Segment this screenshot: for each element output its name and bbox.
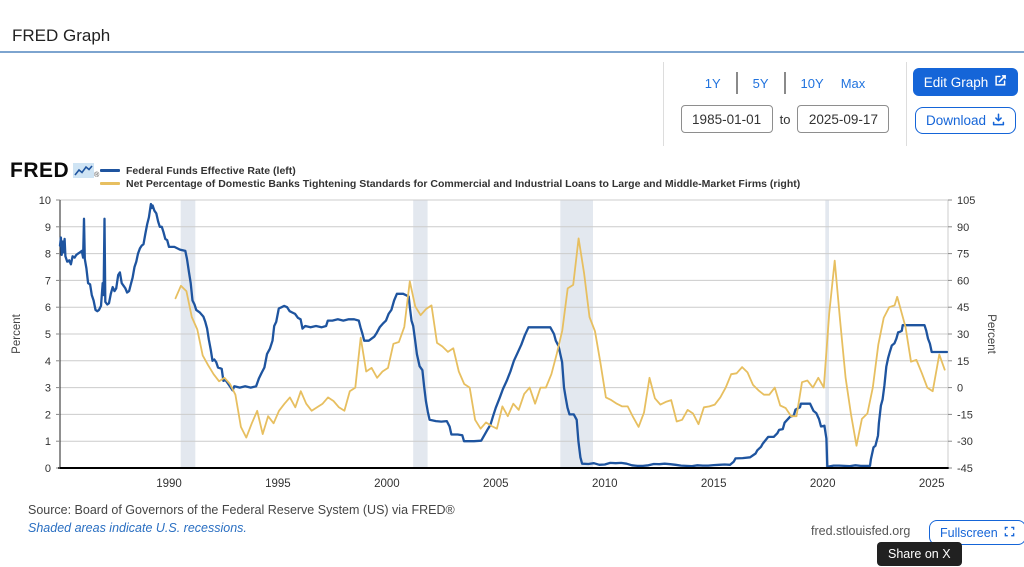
left-tick-label: 10	[39, 195, 51, 207]
left-axis-title: Percent	[11, 314, 23, 354]
x-tick-label: 1995	[265, 478, 291, 490]
edit-graph-label: Edit Graph	[923, 74, 989, 90]
site-label: fred.stlouisfed.org	[811, 524, 911, 538]
x-tick-label: 2010	[592, 478, 618, 490]
right-axis-title: Percent	[985, 314, 997, 354]
fred-logo-text: FRED	[10, 159, 70, 182]
registered-mark: ®	[94, 172, 100, 179]
legend-item: Net Percentage of Domestic Banks Tighten…	[100, 177, 800, 190]
left-tick-label: 1	[45, 436, 51, 448]
range-separator	[735, 72, 738, 94]
download-label: Download	[925, 113, 987, 128]
right-tick-label: 90	[957, 222, 969, 234]
right-tick-label: 0	[957, 383, 963, 395]
graph-actions: Edit Graph Download	[907, 62, 1024, 146]
edit-graph-button[interactable]: Edit Graph	[912, 68, 1019, 96]
fred-logo[interactable]: FRED ®	[10, 159, 100, 184]
left-tick-label: 7	[45, 275, 51, 287]
left-tick-label: 2	[45, 409, 51, 421]
date-to-label: to	[779, 111, 791, 127]
series-line	[58, 202, 949, 468]
edit-icon	[994, 74, 1007, 90]
source-attribution: Source: Board of Governors of the Federa…	[28, 503, 455, 517]
x-tick-label: 2005	[483, 478, 509, 490]
right-tick-label: 45	[957, 302, 969, 314]
legend-label: Federal Funds Effective Rate (left)	[126, 164, 296, 177]
page-title: FRED Graph	[12, 26, 111, 45]
range-separator	[783, 72, 786, 94]
legend-label: Net Percentage of Domestic Banks Tighten…	[126, 177, 801, 190]
range-button-1y[interactable]: 1Y	[704, 75, 721, 91]
range-date-panel: 1Y 5Y 10Y Max to	[663, 62, 907, 146]
chart-region: FRED ® Federal Funds Effective Rate (lef…	[0, 160, 1024, 500]
range-button-5y[interactable]: 5Y	[752, 75, 769, 91]
x-tick-label: 2020	[810, 478, 836, 490]
graph-controls: 1Y 5Y 10Y Max to Edit Graph Download	[663, 62, 1024, 146]
date-range: to	[680, 105, 890, 133]
title-divider	[0, 51, 1024, 53]
right-tick-label: 15	[957, 356, 969, 368]
right-tick-label: -30	[957, 436, 973, 448]
fullscreen-button[interactable]: Fullscreen	[929, 520, 1024, 545]
range-button-10y[interactable]: 10Y	[800, 75, 824, 91]
series-line	[174, 237, 946, 447]
right-tick-label: -15	[957, 409, 973, 421]
line-chart-icon	[69, 161, 95, 184]
x-tick-label: 1990	[156, 478, 182, 490]
left-tick-label: 8	[45, 249, 51, 261]
x-tick-label: 2025	[919, 478, 945, 490]
x-tick-label: 2000	[374, 478, 400, 490]
chart-svg[interactable]: 012345678910-45-30-150153045607590105199…	[0, 160, 1024, 500]
right-tick-label: 30	[957, 329, 969, 341]
right-tick-label: 60	[957, 275, 969, 287]
date-from-input[interactable]	[680, 105, 773, 133]
right-tick-label: -45	[957, 463, 973, 475]
left-tick-label: 6	[45, 302, 51, 314]
right-tick-label: 105	[957, 195, 975, 207]
recession-note-link[interactable]: Shaded areas indicate U.S. recessions.	[28, 521, 247, 535]
left-tick-label: 4	[45, 356, 51, 368]
left-tick-label: 0	[45, 463, 51, 475]
fullscreen-label: Fullscreen	[940, 525, 998, 540]
left-tick-label: 9	[45, 222, 51, 234]
left-tick-label: 3	[45, 383, 51, 395]
download-button[interactable]: Download	[914, 107, 1017, 134]
fullscreen-icon	[1004, 526, 1015, 540]
legend-swatch-gold	[100, 182, 120, 185]
date-to-input[interactable]	[797, 105, 890, 133]
left-tick-label: 5	[45, 329, 51, 341]
share-on-x-tooltip: Share on X	[877, 542, 962, 566]
right-tick-label: 75	[957, 249, 969, 261]
download-icon	[992, 112, 1005, 129]
range-button-max[interactable]: Max	[840, 75, 866, 91]
legend-item: Federal Funds Effective Rate (left)	[100, 164, 800, 177]
range-selector: 1Y 5Y 10Y Max	[703, 72, 868, 94]
chart-legend: Federal Funds Effective Rate (left) Net …	[100, 164, 800, 190]
x-tick-label: 2015	[701, 478, 727, 490]
legend-swatch-blue	[100, 169, 120, 172]
